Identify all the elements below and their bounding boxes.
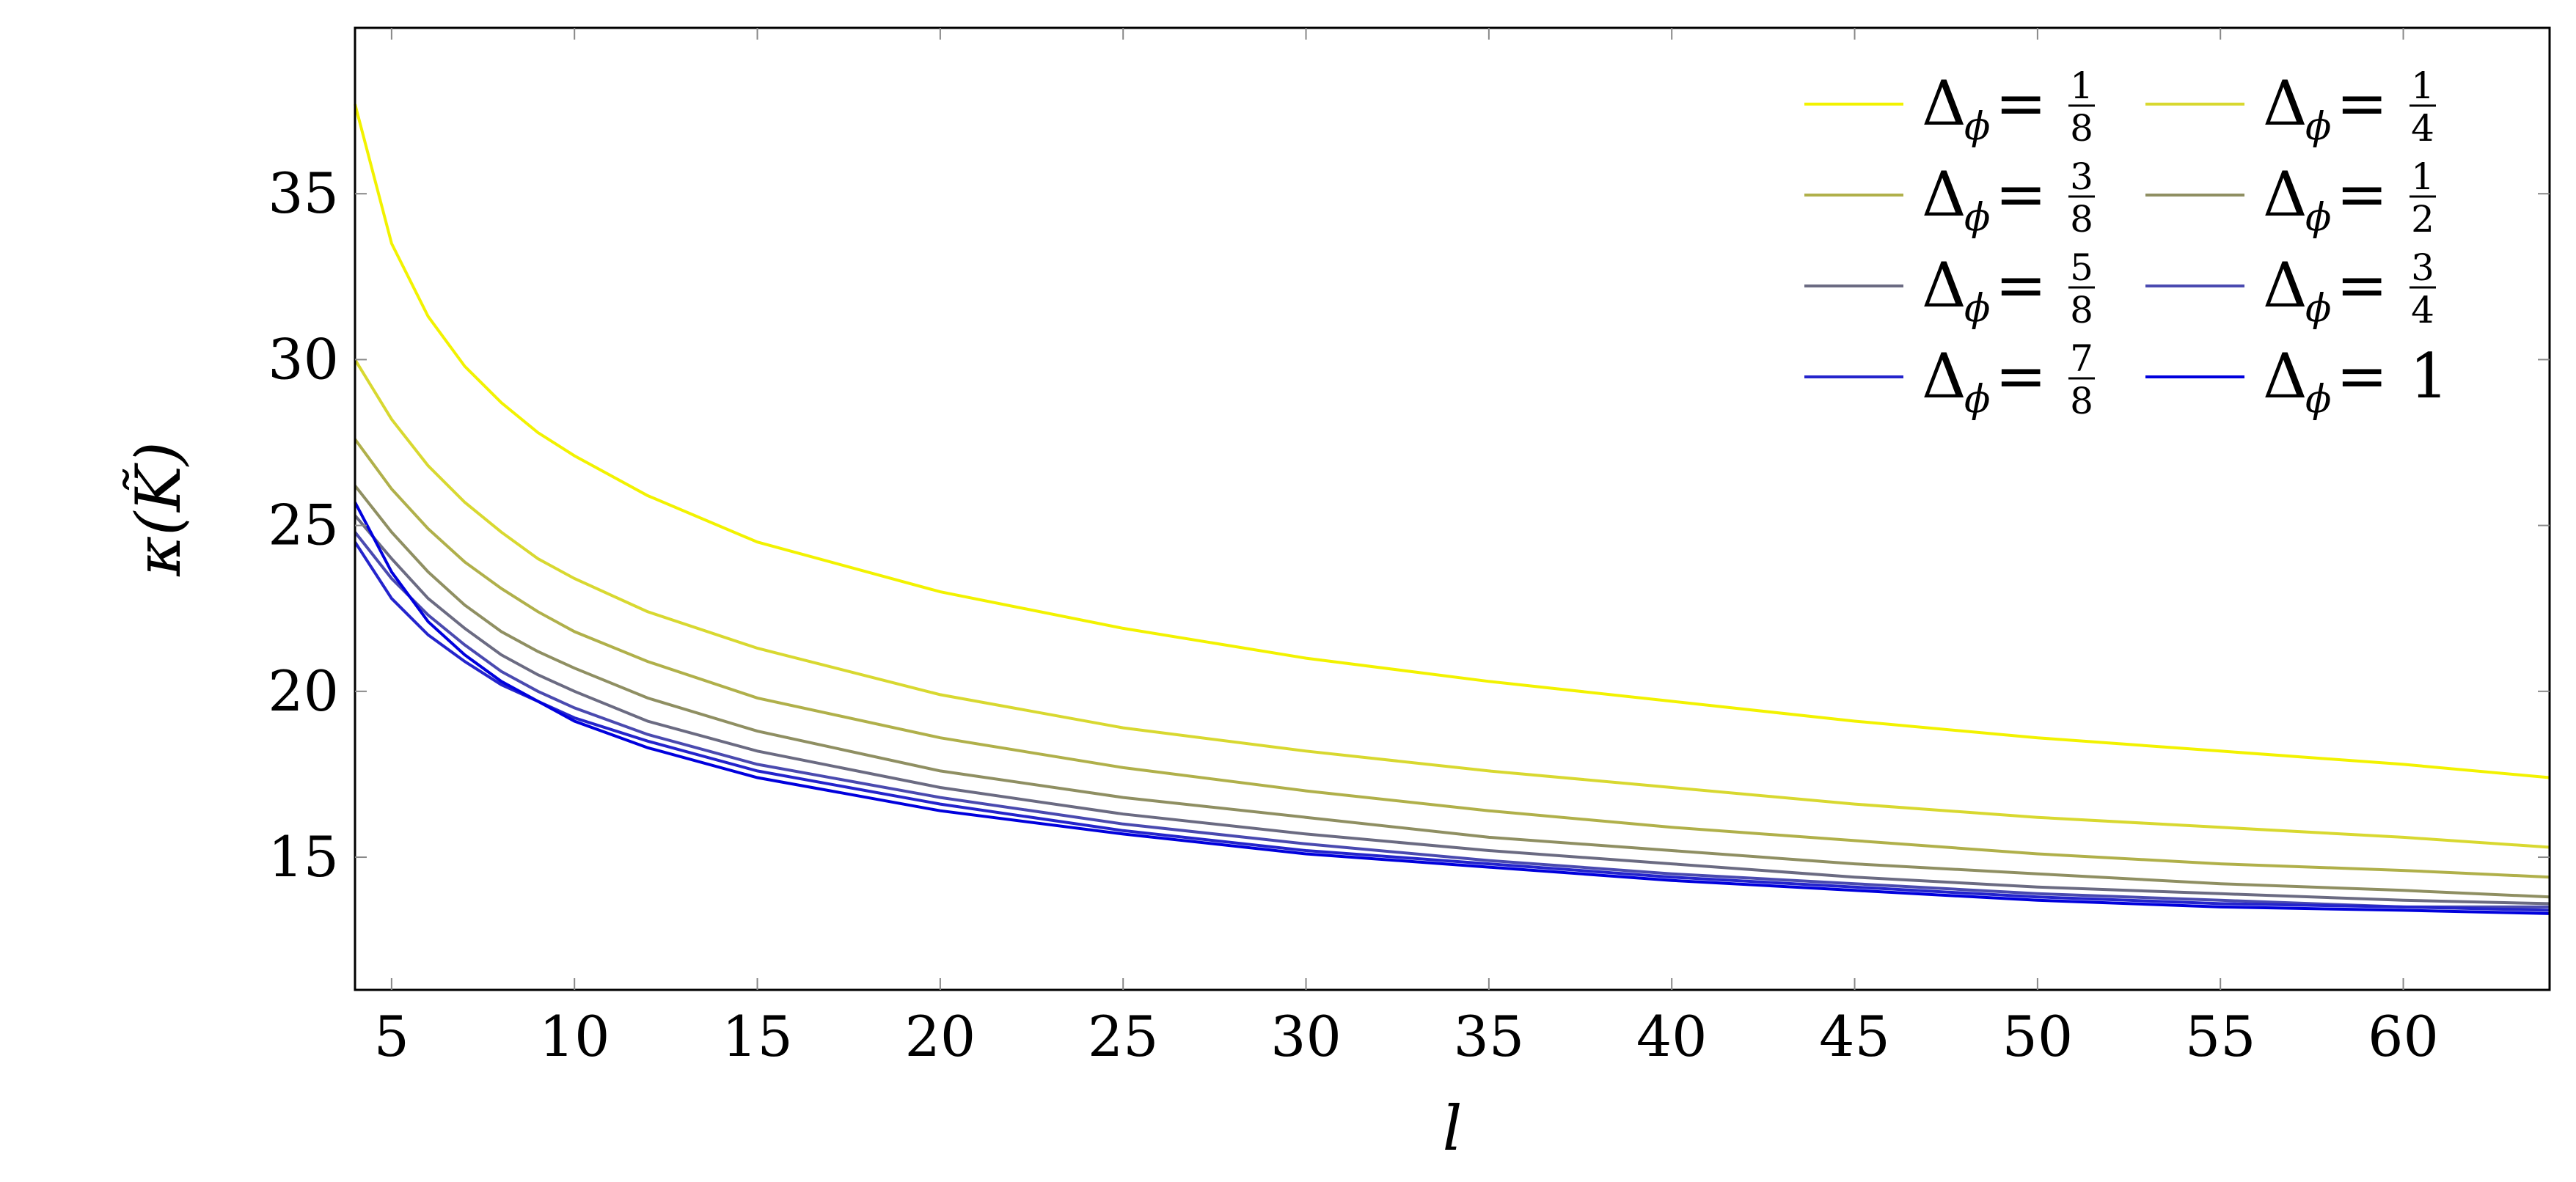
series-line-3 bbox=[354, 438, 2550, 879]
legend-subscript: ϕ bbox=[2305, 287, 2331, 331]
series-line-8 bbox=[354, 502, 2550, 915]
legend-frac-numerator: 3 bbox=[2411, 246, 2434, 289]
legend-frac-numerator: 1 bbox=[2411, 155, 2434, 198]
series-layer bbox=[354, 103, 2550, 915]
series-line-7 bbox=[354, 541, 2550, 912]
y-tick-label: 20 bbox=[268, 658, 339, 724]
legend-item-5: Δϕ = 58 bbox=[1804, 246, 2095, 331]
legend-label: Δ bbox=[1922, 158, 1966, 230]
series-line-6 bbox=[354, 531, 2550, 908]
legend-item-1: Δϕ = 18 bbox=[1804, 65, 2095, 150]
legend-subscript: ϕ bbox=[1964, 378, 1990, 422]
x-tick-label: 20 bbox=[905, 1004, 976, 1069]
legend-frac-numerator: 1 bbox=[2070, 65, 2093, 107]
legend-frac-denominator: 4 bbox=[2411, 107, 2434, 150]
x-tick-label: 30 bbox=[1270, 1004, 1342, 1069]
x-axis-title: l bbox=[1443, 1093, 1463, 1164]
legend-equals: = bbox=[2336, 158, 2387, 230]
x-tick-label: 15 bbox=[722, 1004, 793, 1069]
legend-subscript: ϕ bbox=[1964, 196, 1990, 240]
x-tick-label: 60 bbox=[2368, 1004, 2439, 1069]
y-axis-title: κ(K̃) bbox=[122, 441, 194, 576]
legend-equals: = bbox=[1995, 158, 2046, 230]
legend-label: Δ bbox=[1922, 340, 1966, 412]
legend-label: Δ bbox=[1922, 67, 1966, 139]
x-tick-label: 55 bbox=[2185, 1004, 2256, 1069]
legend-equals: = bbox=[2336, 340, 2387, 412]
x-tick-label: 40 bbox=[1636, 1004, 1708, 1069]
legend-label: Δ bbox=[1922, 249, 1966, 321]
legend-label: Δ bbox=[2263, 249, 2308, 321]
legend-item-4: Δϕ = 12 bbox=[2145, 155, 2436, 241]
x-tick-label: 50 bbox=[2002, 1004, 2074, 1069]
series-line-2 bbox=[354, 359, 2550, 849]
legend-frac-numerator: 5 bbox=[2070, 246, 2093, 289]
legend-frac-whole: 1 bbox=[2409, 340, 2448, 412]
legend-frac-denominator: 8 bbox=[2070, 289, 2093, 331]
plot-frame bbox=[354, 26, 2551, 991]
legend-frac-numerator: 1 bbox=[2411, 65, 2434, 107]
series-line-5 bbox=[354, 514, 2550, 906]
legend-frac-denominator: 4 bbox=[2411, 289, 2434, 331]
legend-frac-denominator: 2 bbox=[2411, 198, 2434, 241]
x-tick-label: 5 bbox=[374, 1004, 409, 1069]
legend-equals: = bbox=[1995, 67, 2046, 139]
legend-subscript: ϕ bbox=[2305, 196, 2331, 240]
series-line-1 bbox=[354, 103, 2550, 779]
legend-frac-numerator: 3 bbox=[2070, 155, 2093, 198]
legend-equals: = bbox=[1995, 340, 2046, 412]
legend-subscript: ϕ bbox=[1964, 105, 1990, 149]
x-tick-label: 35 bbox=[1454, 1004, 1525, 1069]
series-line-4 bbox=[354, 485, 2550, 899]
x-tick-label: 25 bbox=[1088, 1004, 1159, 1069]
legend-subscript: ϕ bbox=[1964, 287, 1990, 331]
x-tick-label: 10 bbox=[539, 1004, 610, 1069]
legend-item-6: Δϕ = 34 bbox=[2145, 246, 2436, 331]
legend-equals: = bbox=[2336, 249, 2387, 321]
legend-item-7: Δϕ = 78 bbox=[1804, 337, 2095, 422]
y-tick-label: 15 bbox=[268, 824, 339, 889]
y-tick-label: 25 bbox=[268, 493, 339, 558]
legend-equals: = bbox=[2336, 67, 2387, 139]
legend-item-8: Δϕ = 1 bbox=[2145, 340, 2448, 422]
legend-subscript: ϕ bbox=[2305, 378, 2331, 422]
legend-label: Δ bbox=[2263, 67, 2308, 139]
y-tick-label: 35 bbox=[268, 161, 339, 226]
legend-frac-denominator: 8 bbox=[2070, 198, 2093, 241]
legend-frac-numerator: 7 bbox=[2070, 337, 2093, 380]
legend-frac-denominator: 8 bbox=[2070, 380, 2093, 422]
legend-frac-denominator: 8 bbox=[2070, 107, 2093, 150]
x-tick-label: 45 bbox=[1819, 1004, 1890, 1069]
legend-item-3: Δϕ = 38 bbox=[1804, 155, 2095, 241]
legend-equals: = bbox=[1995, 249, 2046, 321]
legend-label: Δ bbox=[2263, 340, 2308, 412]
legend-label: Δ bbox=[2263, 158, 2308, 230]
y-tick-label: 30 bbox=[268, 326, 339, 392]
legend-subscript: ϕ bbox=[2305, 105, 2331, 149]
legend-item-2: Δϕ = 14 bbox=[2145, 65, 2436, 150]
